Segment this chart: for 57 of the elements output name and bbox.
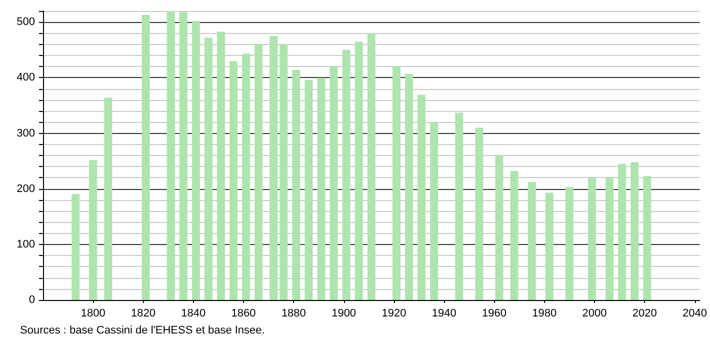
bar [510,171,518,300]
bar [304,80,313,300]
y-tick-label: 300 [16,127,35,140]
x-tick-label: 2000 [582,308,607,320]
bar [104,98,112,300]
bar [254,44,263,300]
bar [404,74,413,300]
bar [618,164,626,300]
x-tick-label: 1920 [382,308,406,320]
x-tick-label: 1880 [281,308,306,320]
bar [606,177,614,300]
bar [292,70,300,300]
source-note: Sources : base Cassini de l'EHESS et base Insee. [20,324,265,336]
bar [367,33,376,300]
bar [455,112,464,300]
bar [588,177,596,300]
bar [166,11,175,300]
bar [495,156,504,300]
y-tick-label: 0 [28,294,35,306]
y-tick-label: 100 [16,238,35,250]
bar [242,54,250,300]
bar [72,194,80,300]
bar [142,14,150,300]
bar [342,50,350,300]
bar [270,36,278,300]
bar [430,122,438,300]
y-tick-label: 500 [16,16,35,28]
x-tick-label: 1900 [332,308,356,320]
x-tick-label: 2020 [632,308,657,320]
bar [192,21,200,300]
y-tick-label: 200 [16,182,35,195]
x-tick-label: 1820 [131,308,156,320]
bar [528,182,536,300]
x-tick-label: 1980 [532,308,557,320]
bar [354,42,363,300]
x-tick-label: 2040 [682,308,708,320]
bar [89,160,98,300]
bar [330,66,338,300]
bar [204,38,212,300]
x-tick-label: 1840 [181,308,206,320]
x-tick-label: 1940 [432,308,456,320]
bar [475,128,484,300]
bar [545,192,554,300]
bar [216,32,225,300]
bar [179,12,188,300]
bar [418,94,426,300]
x-tick-label: 1800 [80,308,106,320]
y-tick-label: 400 [16,72,35,84]
bar [317,78,326,300]
bar [280,44,288,300]
bar [565,187,574,300]
bar [643,176,652,300]
x-tick-label: 1960 [482,308,506,320]
bar [392,66,400,300]
bar [230,61,238,300]
x-tick-label: 1860 [231,308,256,320]
bar [630,162,639,300]
